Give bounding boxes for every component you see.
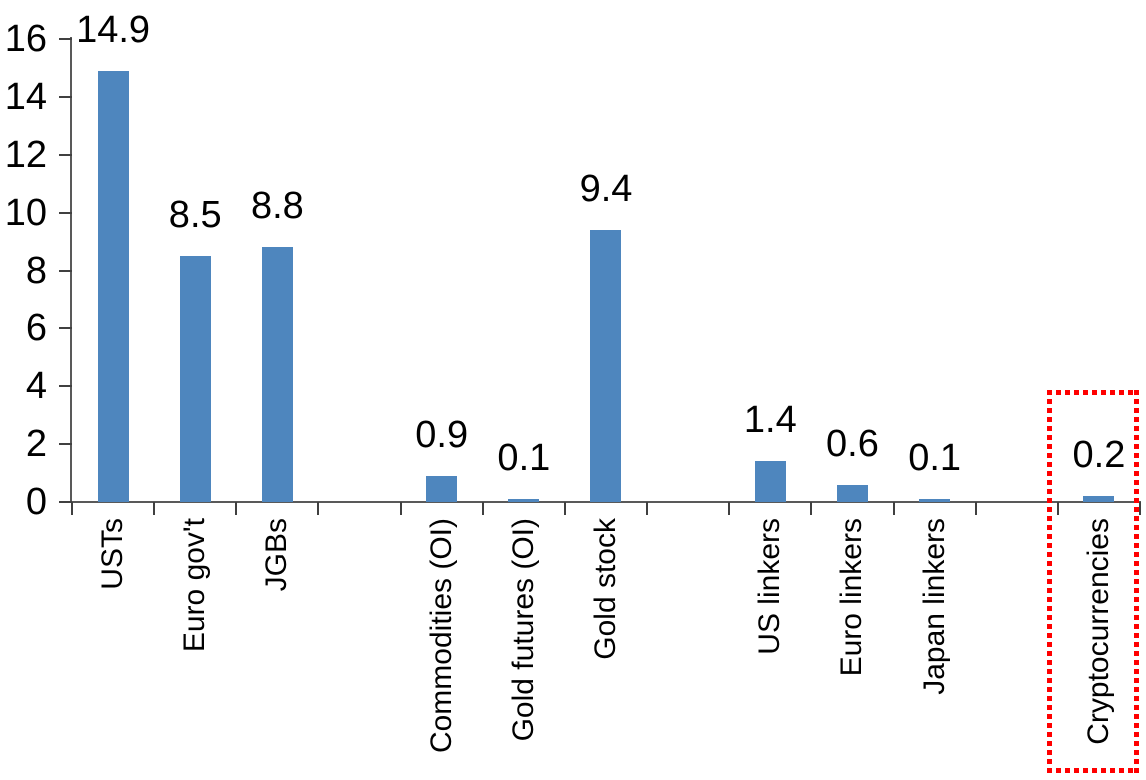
x-axis-tick <box>1056 502 1059 515</box>
bar <box>97 70 129 502</box>
category-label: Gold stock <box>588 518 622 660</box>
y-axis-tick <box>59 153 72 156</box>
bar-value-label: 14.9 <box>76 8 151 51</box>
x-axis-tick <box>1138 502 1141 515</box>
y-axis-tick <box>59 211 72 214</box>
bar-value-label: 0.1 <box>497 437 551 480</box>
category-label: Euro gov't <box>178 518 212 653</box>
y-axis-label: 14 <box>4 75 47 118</box>
bar <box>508 499 540 502</box>
category-label: Euro linkers <box>835 518 869 677</box>
y-axis-label: 0 <box>25 481 47 523</box>
x-axis-tick <box>71 502 73 515</box>
y-axis-tick <box>59 385 72 388</box>
highlight-box-top-edge <box>1047 390 1139 395</box>
bar <box>590 229 622 502</box>
highlight-box-left-edge <box>1047 390 1052 773</box>
highlight-box-right-edge <box>1134 390 1139 773</box>
x-axis-tick <box>317 502 320 515</box>
bar <box>836 484 868 502</box>
y-axis-label: 12 <box>4 133 47 176</box>
y-axis-label: 4 <box>25 365 47 408</box>
y-axis-label: 2 <box>25 423 47 466</box>
x-axis-tick <box>892 502 895 515</box>
highlight-box-bottom-edge <box>1047 768 1139 773</box>
bar-value-label: 9.4 <box>579 167 633 210</box>
y-axis-label: 10 <box>4 191 47 234</box>
x-axis-tick <box>153 502 156 515</box>
x-axis-tick <box>728 502 731 515</box>
bar-value-label: 8.8 <box>250 185 304 228</box>
y-axis-tick <box>59 95 72 98</box>
bar-value-label: 0.2 <box>1072 434 1126 477</box>
bar-value-label: 0.1 <box>908 437 962 480</box>
bar <box>754 461 786 502</box>
y-axis-label: 8 <box>25 249 47 292</box>
y-axis-tick <box>59 501 72 503</box>
highlight-box <box>1047 390 1139 773</box>
bar <box>1083 496 1115 502</box>
category-label: Gold futures (OI) <box>506 518 540 742</box>
x-axis-tick <box>399 502 402 515</box>
category-label: US linkers <box>753 518 787 655</box>
bar-value-label: 0.9 <box>415 413 469 456</box>
y-axis-tick <box>59 327 72 330</box>
y-axis-label: 16 <box>4 18 47 60</box>
x-axis-line <box>70 501 1141 503</box>
y-axis-label: 6 <box>25 307 47 350</box>
bar-value-label: 1.4 <box>743 399 797 442</box>
y-axis-tick <box>59 38 72 40</box>
x-axis-tick <box>563 502 566 515</box>
x-axis-tick <box>974 502 977 515</box>
bar <box>919 499 951 502</box>
bar-value-label: 0.6 <box>826 422 879 465</box>
bar <box>261 247 293 502</box>
x-axis-tick <box>646 502 649 515</box>
category-label: Commodities (OI) <box>424 518 458 754</box>
bar <box>426 475 458 502</box>
bar <box>179 256 211 502</box>
x-axis-tick <box>481 502 484 515</box>
y-axis-tick <box>59 269 72 272</box>
x-axis-tick <box>235 502 238 515</box>
category-label: JGBs <box>260 518 294 592</box>
y-axis-tick <box>59 443 72 446</box>
category-label: Japan linkers <box>917 518 951 695</box>
x-axis-tick <box>810 502 813 515</box>
bar-value-label: 8.5 <box>168 194 222 237</box>
category-label: USTs <box>96 518 130 590</box>
